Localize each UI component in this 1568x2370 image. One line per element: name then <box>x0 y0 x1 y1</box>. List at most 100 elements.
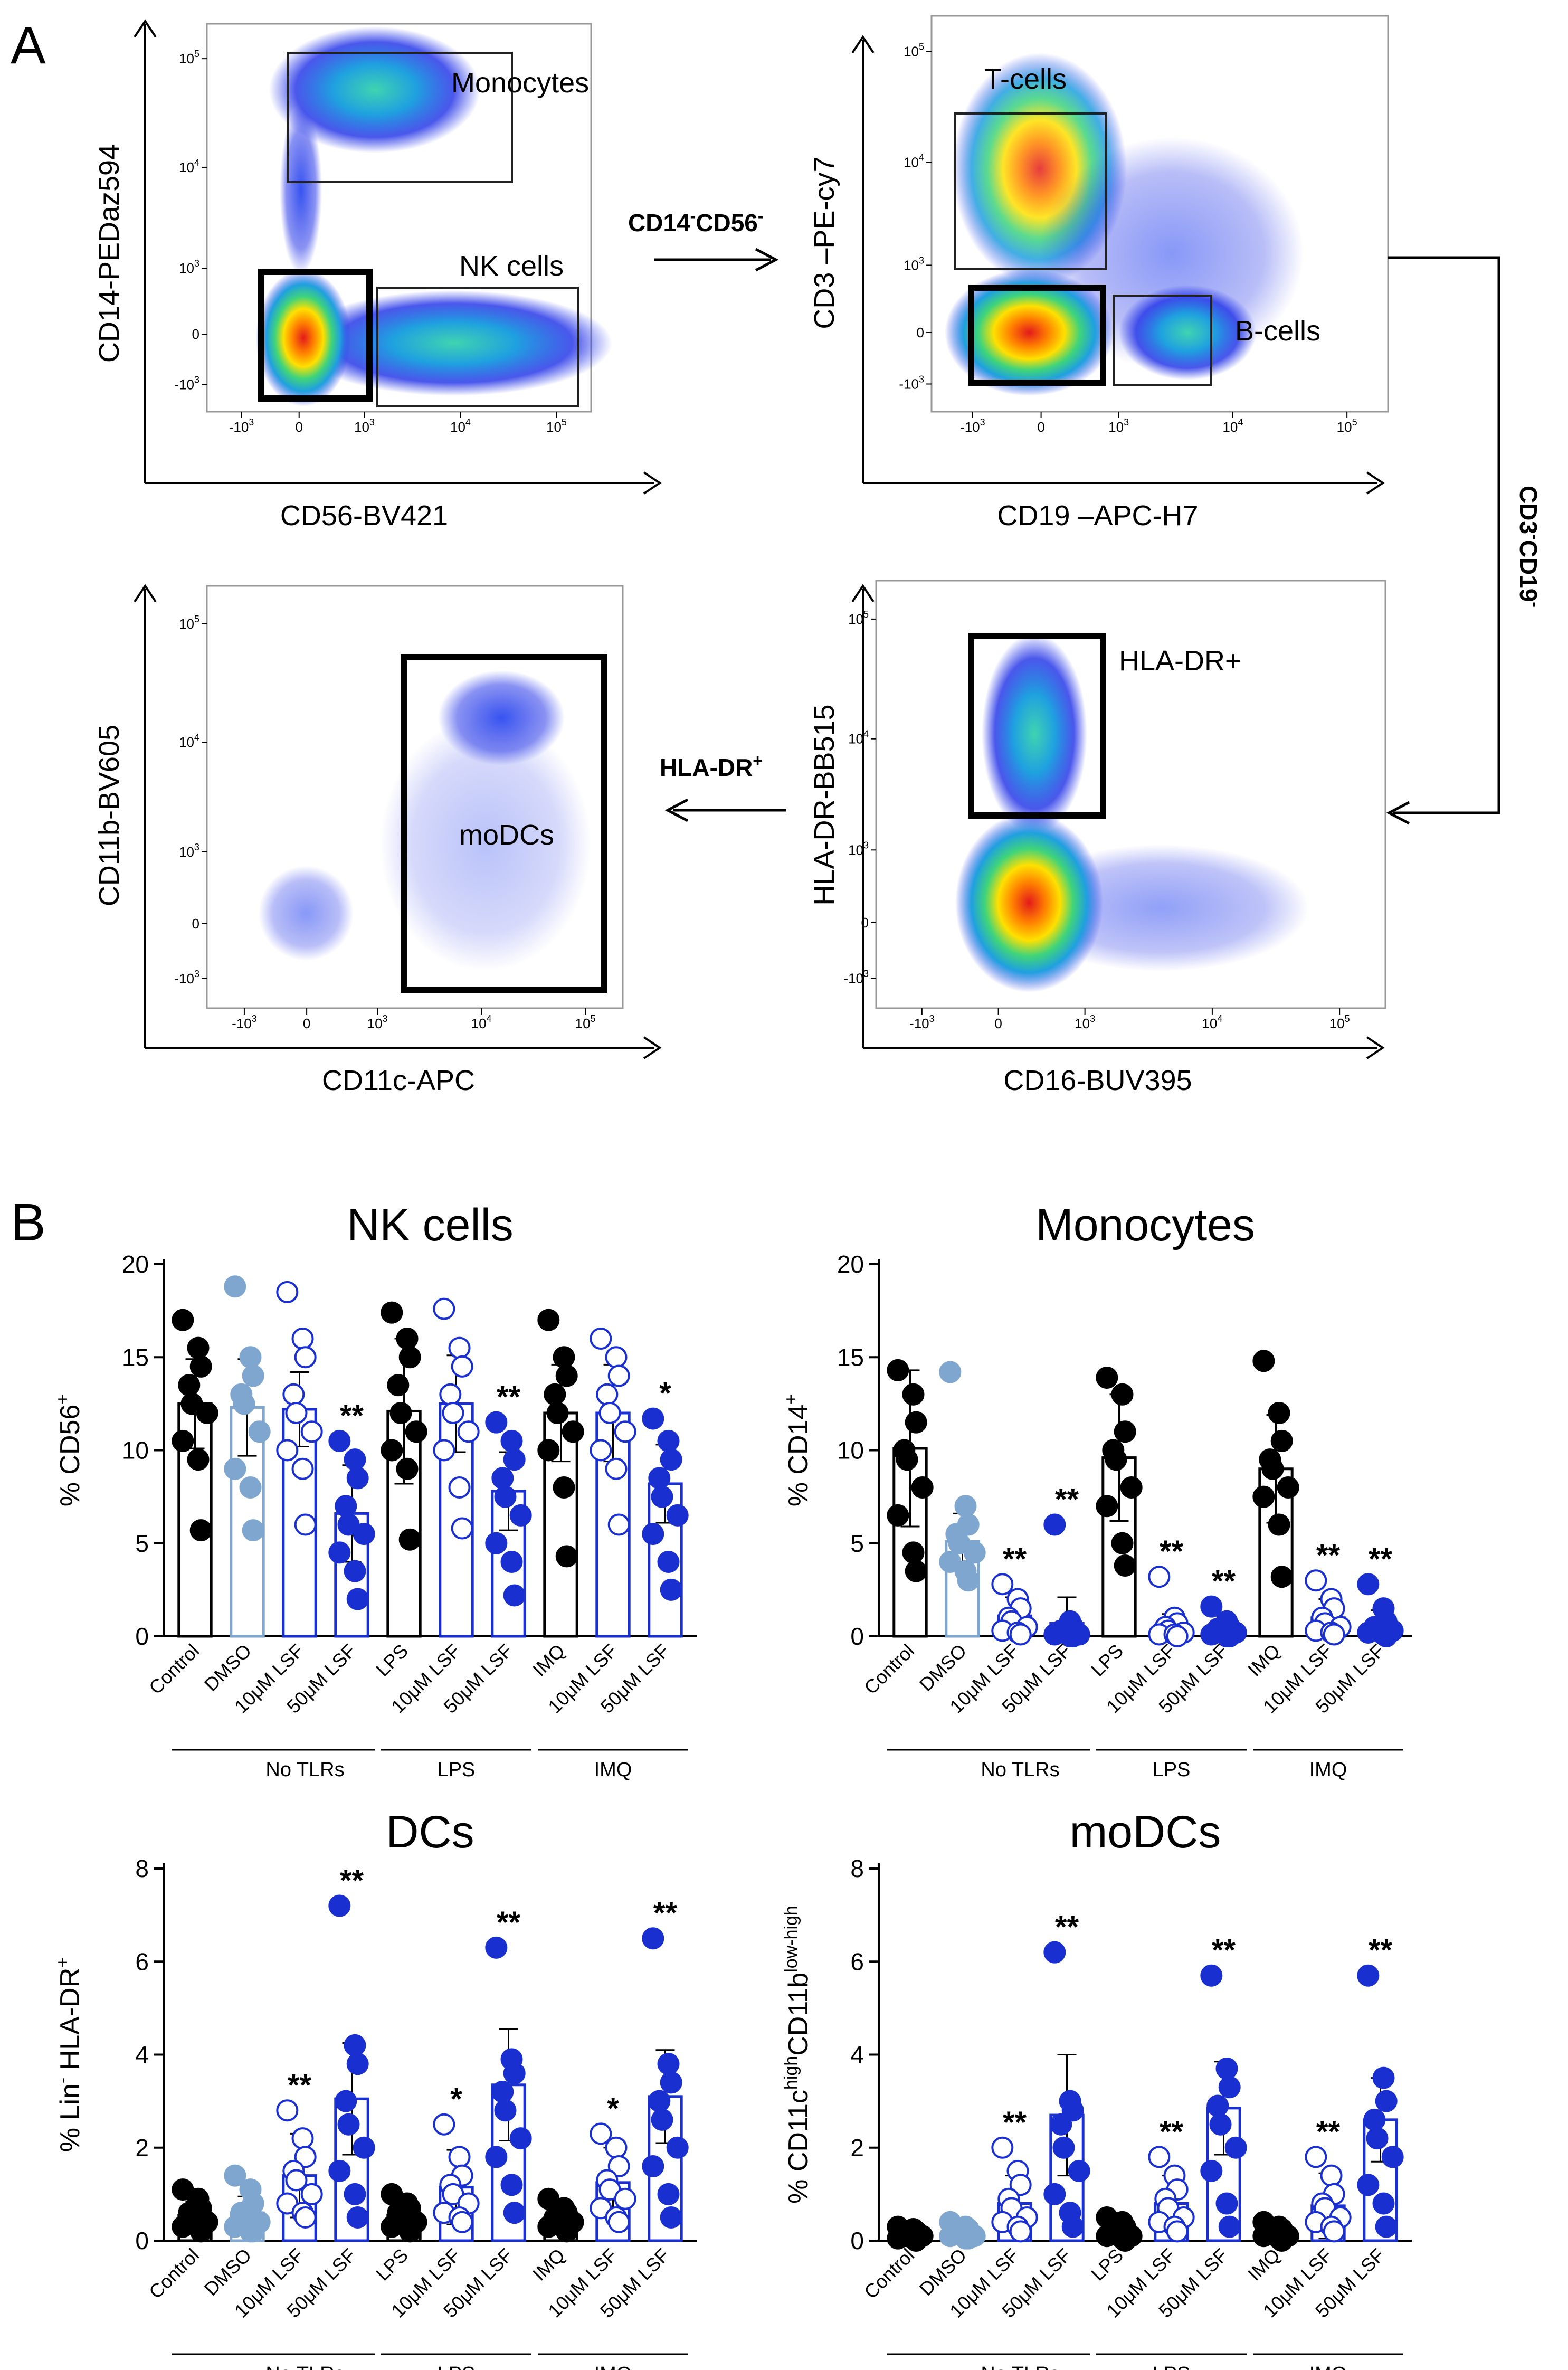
data-point <box>555 1545 578 1568</box>
x-tick-label: IMQ <box>528 1640 569 1681</box>
data-point <box>344 2034 366 2056</box>
y-tick-label: 5 <box>850 1530 864 1557</box>
data-point <box>590 1439 612 1462</box>
data-point <box>991 1573 1014 1596</box>
data-point <box>657 2053 680 2075</box>
y-tick-label: 10 <box>837 1437 864 1464</box>
data-point <box>642 1927 664 1950</box>
x-tick-label: 105 <box>575 1013 596 1031</box>
data-point <box>294 1346 317 1369</box>
y-tick-label: -103 <box>843 968 869 986</box>
y-tick-label: 104 <box>179 732 199 750</box>
chart-title: DCs <box>386 1807 474 1857</box>
data-point <box>1114 2230 1136 2252</box>
data-point <box>239 1346 262 1369</box>
data-point <box>503 1448 526 1471</box>
x-axis-label: CD19 –APC-H7 <box>997 500 1198 532</box>
data-point <box>666 2136 689 2159</box>
data-point <box>1096 1367 1118 1389</box>
significance-marker: * <box>607 2091 619 2126</box>
data-point <box>1050 2113 1072 2136</box>
data-point <box>1148 2146 1171 2168</box>
data-point <box>1305 2146 1327 2168</box>
data-point <box>346 2053 369 2075</box>
significance-marker: ** <box>497 1380 521 1415</box>
group-label: LPS <box>438 1759 476 1781</box>
data-point <box>387 1374 410 1397</box>
gate-b-cells <box>1113 295 1212 386</box>
data-point <box>276 1281 299 1303</box>
population-cloud <box>280 106 322 274</box>
x-tick-label: 104 <box>1202 1013 1222 1031</box>
population-cloud <box>982 633 1087 834</box>
y-tick-label: -103 <box>174 969 199 987</box>
group-label: No TLRs <box>265 2363 344 2370</box>
x-tick-label: -103 <box>960 417 985 435</box>
data-point <box>1105 1448 1127 1471</box>
data-point <box>614 1420 636 1443</box>
data-point <box>398 1346 421 1369</box>
data-point <box>1043 1513 1066 1536</box>
data-point <box>451 2211 473 2233</box>
data-point <box>657 1551 680 1573</box>
data-point <box>337 2113 360 2136</box>
gate-monocytes <box>287 52 513 183</box>
significance-marker: ** <box>497 1906 521 1940</box>
gate-cd3-cd19-negative <box>968 285 1106 386</box>
data-point <box>172 1309 194 1331</box>
data-point <box>224 1275 246 1298</box>
data-point <box>187 1448 210 1471</box>
y-axis-label: % CD11chighCD11blow-high <box>781 1906 814 2204</box>
data-point <box>439 1383 462 1406</box>
data-point <box>660 1448 682 1471</box>
data-point <box>1120 1476 1143 1499</box>
data-point <box>448 1476 471 1499</box>
y-tick-label: -103 <box>899 374 924 392</box>
data-point <box>1215 2192 1238 2215</box>
data-point <box>485 2146 508 2168</box>
y-tick-label: 5 <box>135 1530 149 1557</box>
x-tick-label: LPS <box>372 2244 412 2285</box>
data-point <box>605 1457 628 1480</box>
data-point <box>224 2164 246 2187</box>
y-axis-label: % CD56+ <box>53 1394 85 1507</box>
data-point <box>451 1355 473 1378</box>
panel-a-label: A <box>11 16 46 75</box>
data-point <box>196 1402 218 1424</box>
tick-labels: -103 0 103 104 105 -103 0 103 104 105 <box>843 609 1350 1031</box>
data-point <box>1061 1625 1084 1647</box>
data-point <box>503 2062 526 2084</box>
data-point <box>1166 2220 1189 2243</box>
data-point <box>1218 2215 1241 2238</box>
population-cloud <box>955 813 1103 992</box>
data-point <box>963 1541 986 1564</box>
y-tick-label: 6 <box>135 1948 149 1975</box>
data-point <box>1268 1402 1290 1424</box>
data-point <box>328 1894 351 1917</box>
data-point <box>491 2081 514 2103</box>
significance-marker: ** <box>1055 1910 1079 1945</box>
data-point <box>433 2113 455 2136</box>
x-tick-label: 0 <box>295 419 302 435</box>
data-point <box>1323 2220 1345 2243</box>
data-point <box>1372 2192 1395 2215</box>
data-point <box>294 1513 317 1536</box>
gate-label-nk-cells: NK cells <box>459 250 564 282</box>
data-point <box>346 1588 369 1610</box>
y-tick-label: 0 <box>917 325 924 340</box>
significance-marker: ** <box>1316 2115 1341 2149</box>
y-tick-label: 104 <box>848 729 869 747</box>
x-tick-label: Control <box>145 1640 203 1699</box>
data-point <box>1305 1569 1327 1592</box>
data-point <box>1111 1532 1134 1554</box>
data-point <box>1366 2127 1389 2150</box>
data-point <box>433 1439 455 1462</box>
y-tick-label: -103 <box>174 375 199 393</box>
data-point <box>537 1309 560 1331</box>
x-axis-label: CD11c-APC <box>322 1065 475 1096</box>
tick-labels: -103 0 103 104 105 -103 0 103 104 105 <box>899 42 1357 435</box>
data-point <box>451 1517 473 1540</box>
x-tick-label: IMQ <box>1243 1640 1284 1681</box>
flow-plot-modc-gate: moDCs CD11c-APC CD11b-BV605 -103 0 103 104 1… <box>93 584 662 1096</box>
